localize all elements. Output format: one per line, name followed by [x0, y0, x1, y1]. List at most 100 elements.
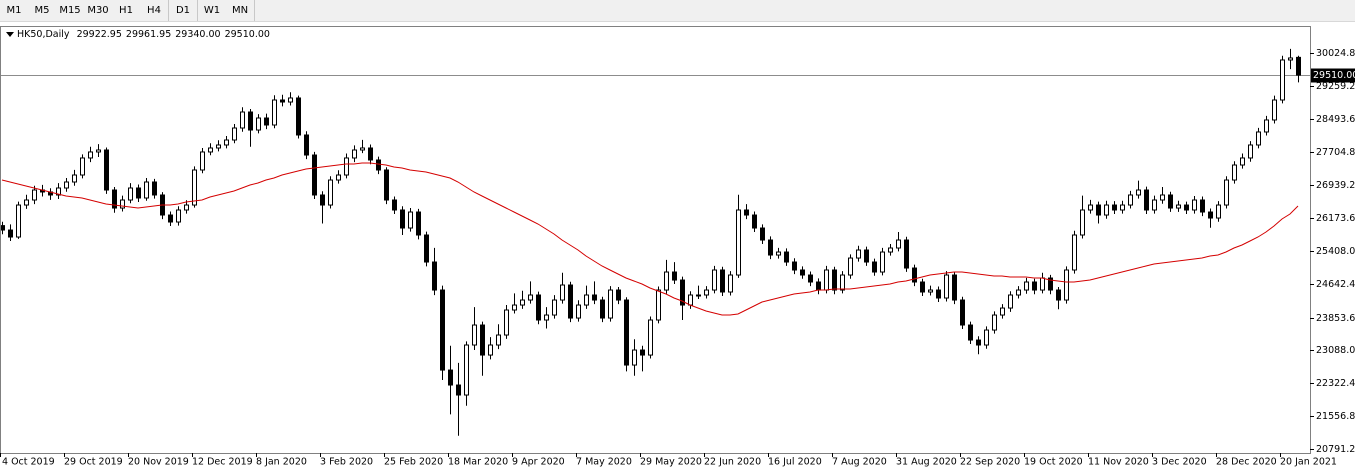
candle-body: [432, 261, 437, 291]
x-tick-label: 7 May 2020: [576, 457, 632, 468]
candle-body: [80, 157, 85, 176]
candle-body: [856, 249, 861, 259]
candle-body: [488, 344, 493, 356]
candle-body: [32, 189, 37, 201]
price-label: 29510.00: [1313, 70, 1355, 81]
candle-body: [1240, 157, 1245, 166]
y-tick-label: 23853.60: [1316, 313, 1355, 324]
timeframe-button[interactable]: M5: [34, 5, 50, 16]
timeframe-button[interactable]: W1: [203, 5, 221, 16]
candle-body: [344, 157, 349, 176]
candle-body: [608, 289, 613, 319]
candle-body: [1168, 194, 1173, 209]
candle-body: [640, 349, 645, 356]
candle-body: [216, 144, 221, 149]
candle-body: [24, 199, 29, 206]
x-tick-label: 7 Aug 2020: [832, 457, 887, 468]
y-tick-label: 26939.20: [1316, 180, 1355, 191]
candle-body: [192, 169, 197, 206]
candle-body: [1264, 119, 1269, 133]
candle-body: [928, 289, 933, 293]
candle-body: [1200, 199, 1205, 213]
candle-body: [392, 199, 397, 211]
candle-body: [832, 269, 837, 291]
timeframe-button[interactable]: H4: [140, 0, 169, 21]
candle-body: [976, 339, 981, 346]
candle-body: [56, 187, 61, 196]
ohlc-open: 29922.95: [76, 29, 122, 40]
candle-body: [1040, 277, 1045, 291]
x-tick-label: 20 Jan 2021: [1280, 457, 1337, 468]
candle-body: [336, 174, 341, 181]
candle-body: [1064, 269, 1069, 301]
candle-body: [520, 299, 525, 306]
candle-body: [464, 344, 469, 396]
candle-body: [64, 181, 69, 189]
candle-body: [304, 134, 309, 156]
candle-body: [1048, 277, 1053, 291]
x-tick-label: 11 Nov 2020: [1088, 457, 1149, 468]
candle-body: [912, 267, 917, 283]
candle-body: [1096, 204, 1101, 216]
candle-body: [728, 274, 733, 293]
candle-body: [816, 281, 821, 291]
candle-body: [320, 194, 325, 206]
x-tick-label: 22 Sep 2020: [960, 457, 1020, 468]
candle-body: [128, 187, 133, 201]
candle-body: [136, 187, 141, 199]
ohlc-high: 29961.95: [125, 29, 172, 40]
candle-body: [696, 294, 701, 297]
candle-body: [1184, 204, 1189, 211]
candle-body: [456, 384, 461, 396]
candle-body: [1152, 199, 1157, 211]
candle-body: [8, 229, 13, 238]
x-tick-label: 22 Jun 2020: [704, 457, 761, 468]
candle-body: [1072, 234, 1077, 271]
candle-body: [96, 149, 101, 153]
candle-body: [328, 179, 333, 206]
candle-body: [776, 251, 781, 256]
x-tick-label: 19 Oct 2020: [1024, 457, 1083, 468]
candle-body: [88, 151, 93, 159]
timeframe-toolbar: M1 M5 M15 M30 H1 H4 D1 W1 MN: [0, 0, 1355, 22]
candle-body: [568, 284, 573, 319]
candle-body: [1008, 294, 1013, 309]
candle-body: [848, 257, 853, 276]
candle-body: [1272, 99, 1277, 121]
timeframe-button[interactable]: M1: [6, 5, 22, 16]
x-tick-label: 20 Nov 2019: [128, 457, 189, 468]
y-tick-label: 23088.00: [1316, 345, 1355, 356]
y-tick-label: 27704.80: [1316, 147, 1355, 158]
y-tick-label: 21556.80: [1316, 411, 1355, 422]
candle-body: [944, 274, 949, 299]
candle-body: [800, 269, 805, 276]
candle-body: [272, 99, 277, 126]
candle-body: [1120, 204, 1125, 211]
timeframe-button[interactable]: M15: [59, 5, 81, 16]
y-tick-label: 22322.40: [1316, 378, 1355, 389]
candle-body: [1176, 204, 1181, 209]
candle-body: [1, 225, 5, 231]
plot-area: [1, 48, 1310, 436]
candle-body: [656, 289, 661, 321]
candle-body: [256, 117, 261, 131]
candle-body: [264, 117, 269, 126]
candle-body: [632, 349, 637, 366]
candle-body: [480, 324, 485, 356]
candle-body: [1024, 281, 1029, 291]
candle-body: [112, 189, 117, 209]
x-tick-label: 25 Feb 2020: [384, 457, 443, 468]
candle-body: [288, 97, 293, 103]
candle-body: [224, 139, 229, 146]
candle-body: [704, 289, 709, 296]
x-tick-label: 3 Dec 2020: [1152, 457, 1207, 468]
candle-body: [72, 174, 77, 183]
timeframe-button[interactable]: H1: [119, 5, 133, 16]
candle-body: [1056, 289, 1061, 301]
timeframe-button[interactable]: D1: [169, 0, 198, 21]
timeframe-button[interactable]: MN: [226, 0, 255, 21]
timeframe-button[interactable]: M30: [87, 5, 109, 16]
candle-body: [368, 147, 373, 161]
candle-body: [296, 97, 301, 136]
